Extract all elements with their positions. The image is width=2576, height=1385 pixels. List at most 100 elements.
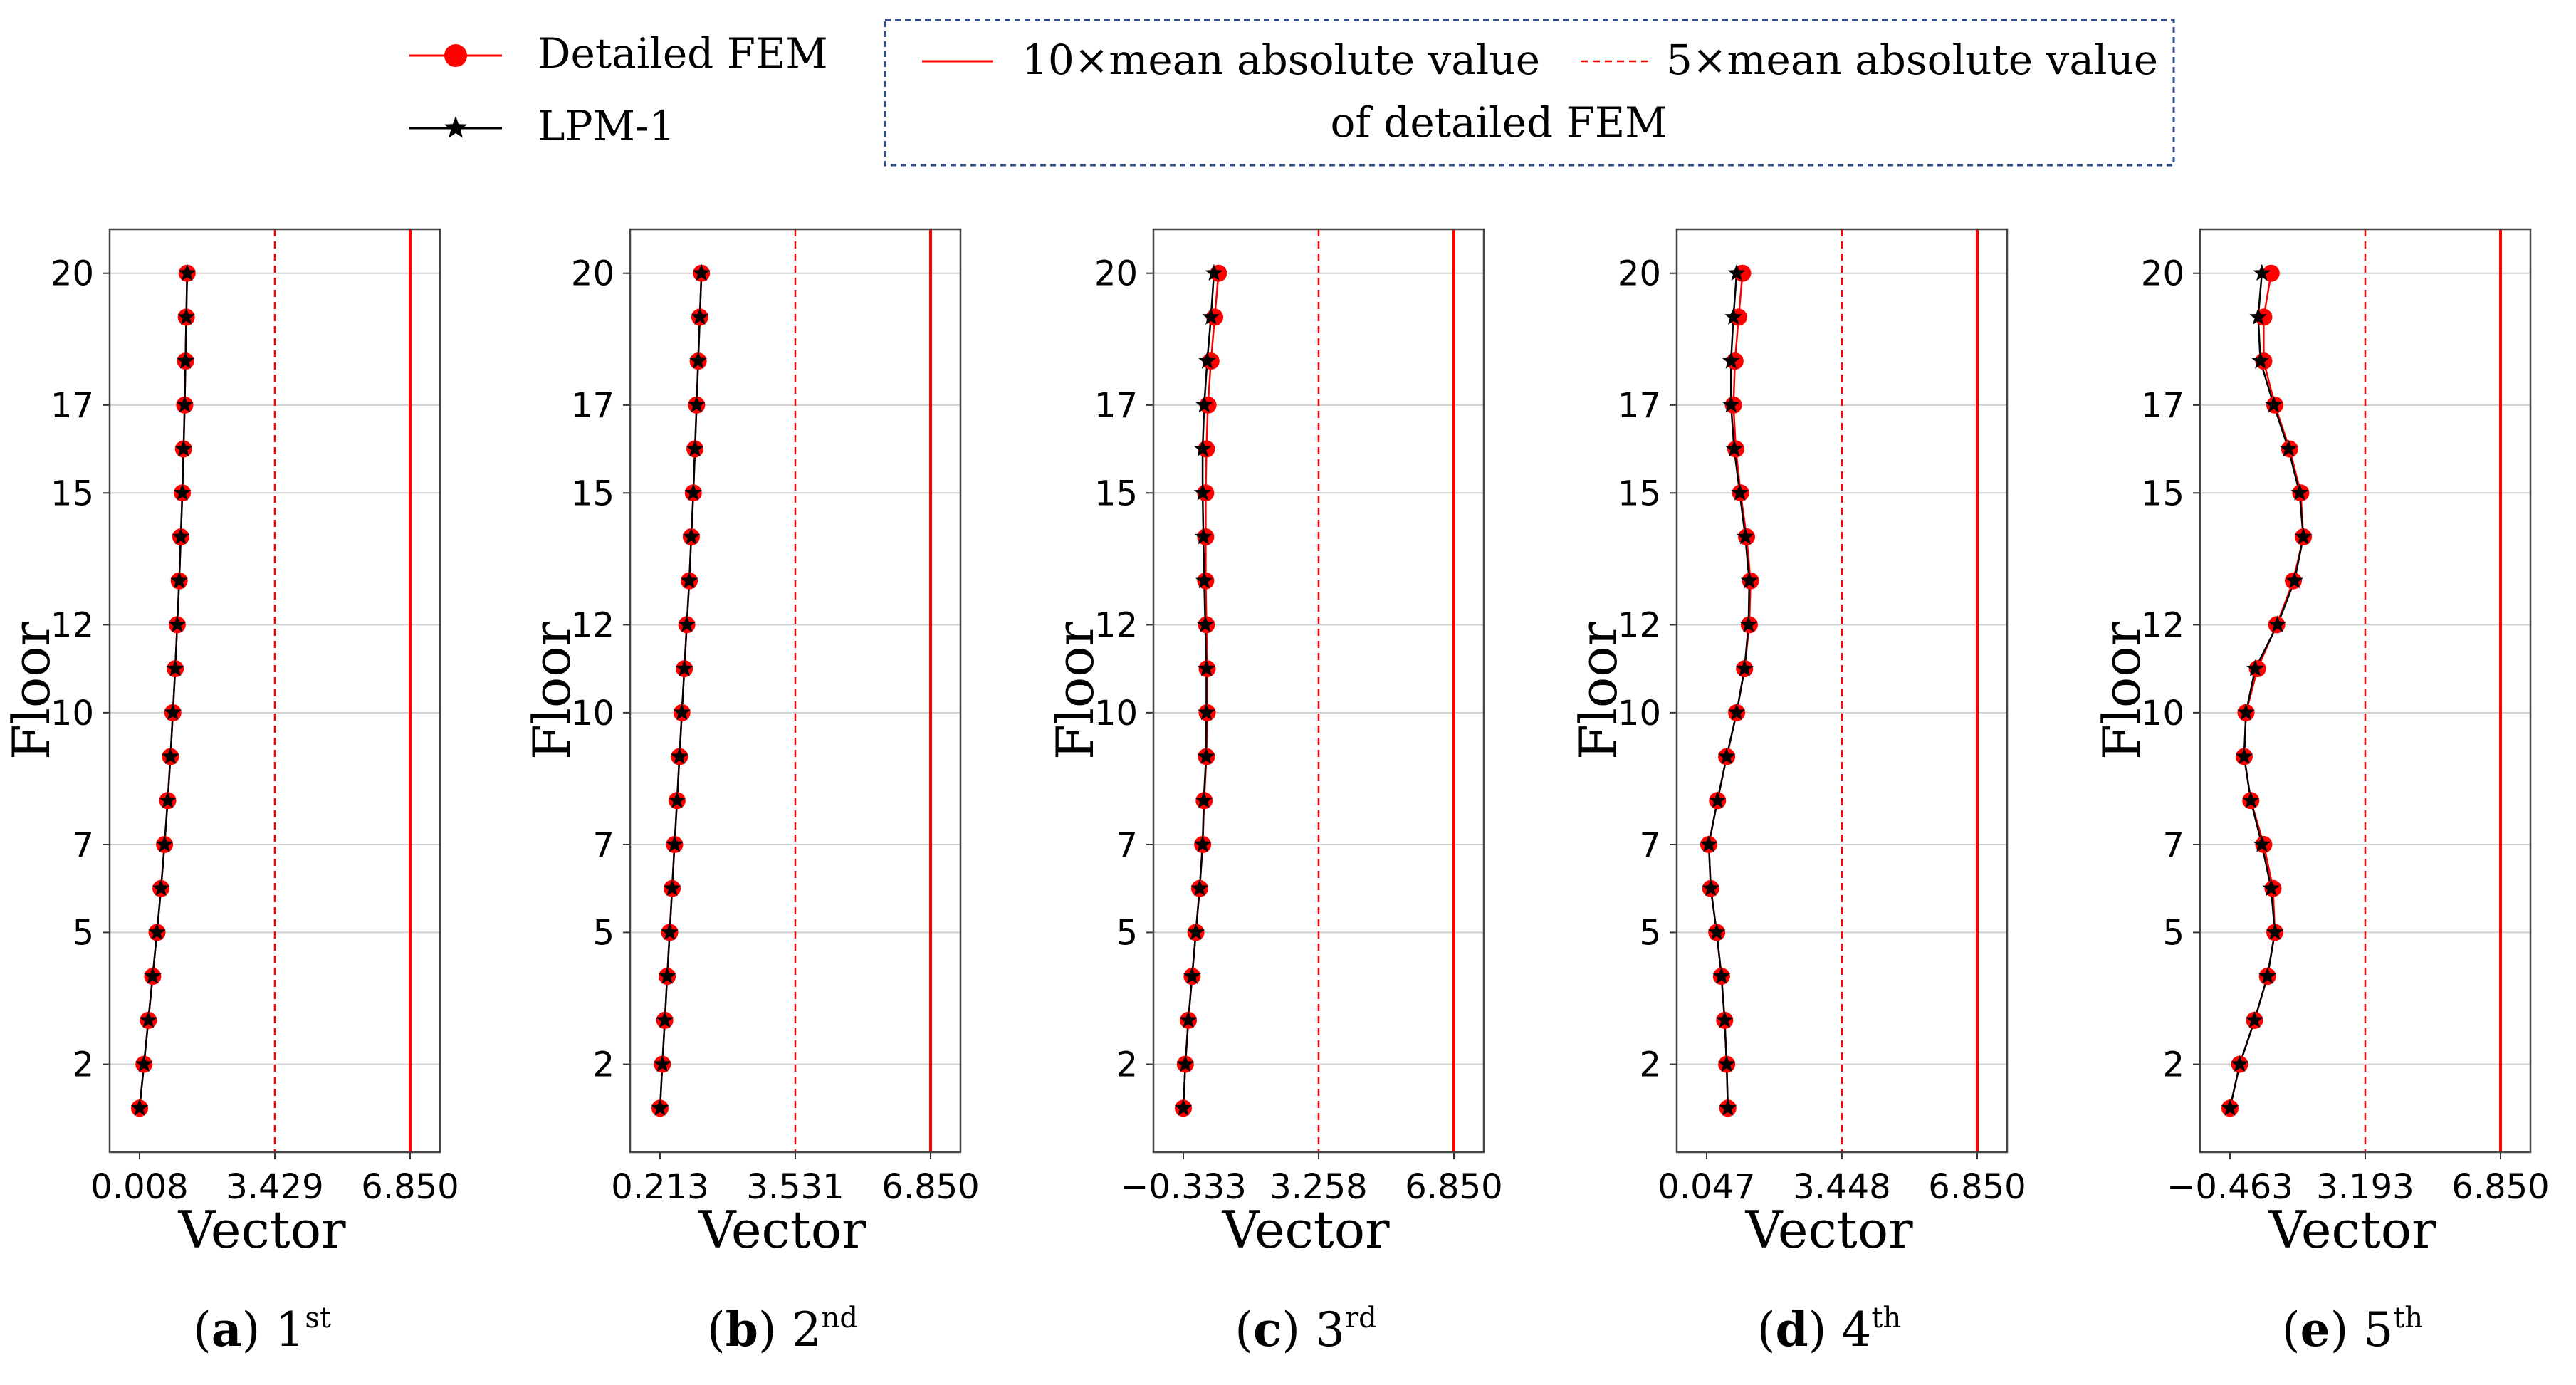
data-point-lpm <box>2221 1099 2239 1116</box>
y-axis-label: Floor <box>2092 621 2152 760</box>
data-point-lpm <box>673 703 691 721</box>
y-tick-label: 15 <box>51 474 94 513</box>
caption-paren-close: ) <box>2330 1302 2364 1357</box>
reference-legend-box <box>884 19 2175 167</box>
y-tick-label: 12 <box>51 605 94 645</box>
caption-paren-open: ( <box>2282 1302 2300 1357</box>
data-point-lpm <box>1190 879 1209 897</box>
data-point-lpm <box>2258 967 2276 984</box>
data-point-lpm <box>2237 703 2255 721</box>
y-tick-label: 10 <box>51 694 94 733</box>
y-tick-label: 2 <box>2162 1045 2184 1085</box>
y-tick-label: 15 <box>1618 474 1661 513</box>
data-point-lpm <box>1708 791 1727 808</box>
panel-b: 2 5 7 10 12 15 17 20 0.213 3.531 6.850 Vector Floor (… <box>522 228 980 1357</box>
caption-suffix: st <box>305 1302 331 1334</box>
data-point-lpm <box>1205 263 1223 281</box>
data-point-lpm <box>2262 879 2281 897</box>
data-point-lpm <box>651 1099 669 1116</box>
x-tick-label: 3.193 <box>2316 1167 2414 1207</box>
x-tick-label: 3.531 <box>746 1167 844 1207</box>
caption-order: 4 <box>1841 1302 1871 1357</box>
data-point-lpm <box>2235 747 2253 765</box>
x-tick-label: 6.850 <box>1928 1167 2026 1207</box>
caption-suffix: nd <box>822 1302 858 1334</box>
plot-frame <box>108 228 441 1154</box>
data-point-lpm <box>166 659 184 676</box>
caption-letter: a <box>211 1302 242 1357</box>
data-point-lpm <box>1198 659 1215 676</box>
y-tick-label: 17 <box>1618 386 1661 426</box>
y-tick-label: 17 <box>1094 386 1138 426</box>
data-point-lpm <box>2249 308 2267 325</box>
caption-paren-open: ( <box>707 1302 726 1357</box>
data-point-lpm <box>2286 571 2303 589</box>
caption-paren-close: ) <box>1808 1302 1842 1357</box>
data-point-lpm <box>1196 615 1215 632</box>
data-point-lpm <box>668 791 686 808</box>
panel-caption: (d) 4th <box>1757 1302 1901 1357</box>
panel-e: 2 5 7 10 12 15 17 20 −0.463 3.193 6.850 Vector Floor… <box>2092 228 2550 1357</box>
data-point-fem <box>2262 264 2280 282</box>
data-point-lpm <box>1179 1010 1198 1028</box>
caption-letter: c <box>1253 1302 1282 1357</box>
data-point-lpm <box>1202 308 1220 325</box>
legend-lpm-label: LPM-1 <box>538 102 675 150</box>
x-tick-label: 3.258 <box>1269 1167 1367 1207</box>
data-point-lpm <box>1193 484 1212 501</box>
y-tick-label: 17 <box>2141 386 2184 426</box>
x-tick-label: −0.333 <box>1120 1167 1247 1207</box>
data-point-lpm <box>1702 879 1720 897</box>
legend-lpm-marker <box>444 116 468 138</box>
y-tick-label: 15 <box>1094 474 1138 513</box>
y-tick-label: 2 <box>72 1045 94 1085</box>
data-point-lpm <box>162 747 179 765</box>
caption-letter: e <box>2300 1302 2330 1357</box>
data-point-lpm <box>176 395 194 413</box>
caption-order: 3 <box>1315 1302 1345 1357</box>
caption-paren-close: ) <box>1282 1302 1315 1357</box>
data-point-lpm <box>2294 528 2313 545</box>
data-point-lpm <box>2268 615 2286 632</box>
data-point-lpm <box>152 879 170 897</box>
y-tick-label: 2 <box>1639 1045 1661 1085</box>
data-point-lpm <box>1725 439 1744 457</box>
data-point-lpm <box>1740 571 1759 589</box>
legend-five-x-label: 5×mean absolute value <box>1666 36 2158 84</box>
data-point-lpm <box>1195 395 1213 413</box>
data-point-lpm <box>130 1099 149 1116</box>
data-point-lpm <box>2246 1010 2263 1028</box>
caption-suffix: th <box>2393 1302 2423 1334</box>
data-point-lpm <box>174 439 193 457</box>
data-point-lpm <box>140 1010 157 1028</box>
data-point-lpm <box>1187 923 1205 940</box>
data-point-lpm <box>168 615 187 632</box>
x-tick-label: 0.047 <box>1658 1167 1755 1207</box>
y-tick-label: 12 <box>571 605 614 645</box>
data-point-lpm <box>1193 835 1212 852</box>
legend-fem-label: Detailed FEM <box>538 29 828 78</box>
data-point-lpm <box>1739 615 1758 632</box>
y-tick-label: 5 <box>1639 913 1661 953</box>
data-point-lpm <box>173 484 192 501</box>
data-point-lpm <box>1735 659 1754 676</box>
x-tick-label: 3.429 <box>226 1167 323 1207</box>
y-axis-label: Floor <box>1045 621 1105 760</box>
data-point-lpm <box>678 615 696 632</box>
data-point-lpm <box>1715 1010 1734 1028</box>
data-point-lpm <box>2266 923 2284 940</box>
legend-caption: of detailed FEM <box>1330 98 1667 147</box>
data-point-lpm <box>2251 352 2270 369</box>
y-tick-label: 7 <box>592 825 614 865</box>
data-point-lpm <box>661 923 679 940</box>
data-point-lpm <box>144 967 162 984</box>
data-point-lpm <box>178 263 197 281</box>
caption-letter: d <box>1776 1302 1808 1357</box>
reference-legend: 10×mean absolute value 5×mean absolute v… <box>884 19 2175 167</box>
y-tick-label: 12 <box>1094 605 1138 645</box>
data-point-lpm <box>692 263 711 281</box>
data-point-lpm <box>686 439 704 457</box>
data-point-lpm <box>688 395 706 413</box>
y-tick-label: 7 <box>72 825 94 865</box>
